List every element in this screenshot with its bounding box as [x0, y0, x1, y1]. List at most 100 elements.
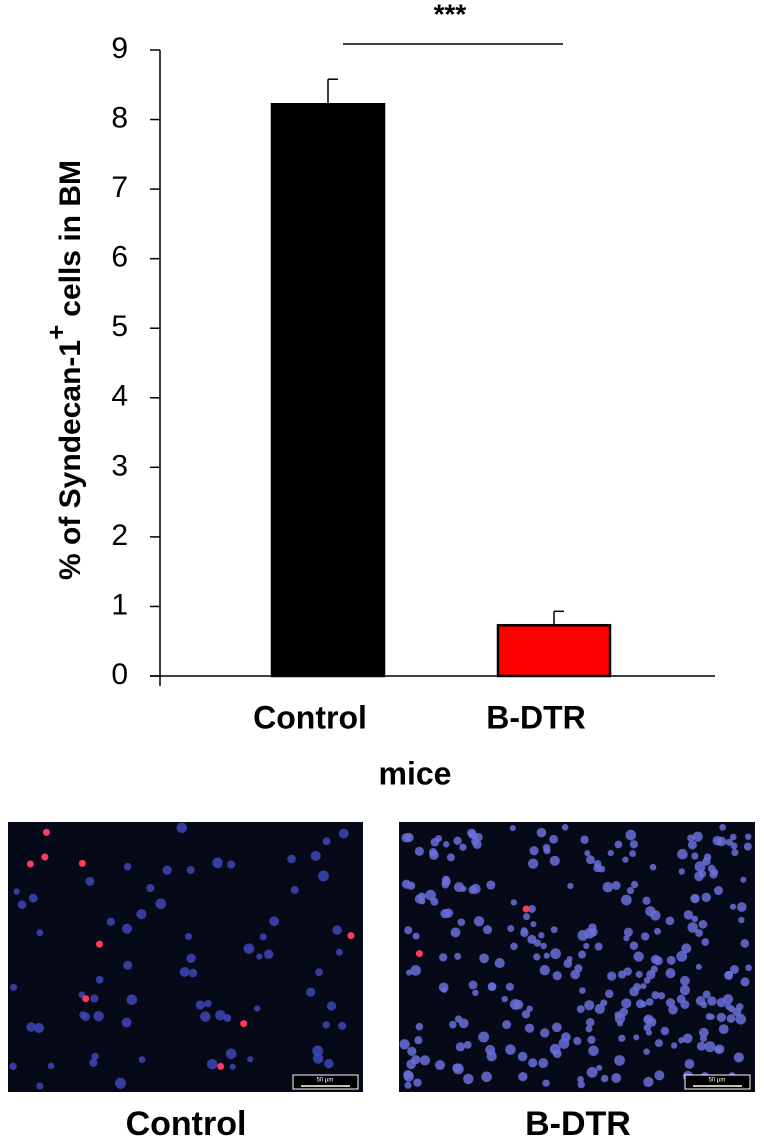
cell: [691, 915, 699, 923]
cell: [646, 970, 656, 980]
cell: [573, 1036, 582, 1046]
cell: [505, 982, 514, 991]
red-cell: [240, 1020, 248, 1028]
cell: [699, 1034, 707, 1043]
y-tick-label: 3: [111, 449, 128, 482]
cell: [188, 968, 198, 978]
cell: [654, 1039, 663, 1048]
red-cell: [78, 859, 86, 867]
cell: [473, 916, 485, 927]
cell: [576, 1005, 585, 1014]
red-cell: [347, 932, 355, 940]
cell: [683, 910, 694, 920]
cell: [9, 983, 18, 991]
cell: [552, 1049, 562, 1059]
cell: [623, 927, 633, 937]
cell: [486, 880, 496, 890]
cell: [478, 1031, 490, 1043]
cell: [533, 953, 541, 961]
cell: [695, 963, 702, 970]
cell: [338, 1021, 347, 1030]
significance-label: ***: [434, 0, 467, 29]
scale-label: 50 µm: [709, 1078, 726, 1084]
cell: [709, 870, 718, 879]
cell: [561, 823, 569, 831]
cell: [407, 1046, 417, 1056]
cell: [611, 881, 621, 890]
cell: [552, 971, 562, 981]
cell: [617, 970, 627, 979]
cell: [584, 927, 595, 939]
cell: [740, 977, 750, 987]
cell: [731, 848, 739, 857]
micrograph: 50 µm: [8, 822, 363, 1092]
cell: [115, 1077, 127, 1089]
cell: [691, 852, 699, 860]
cell: [678, 1037, 685, 1044]
cell: [729, 964, 739, 974]
cell: [438, 982, 449, 993]
cell: [290, 885, 299, 894]
cell: [665, 916, 675, 926]
cell: [494, 957, 505, 969]
cell: [322, 1021, 330, 1029]
cell: [630, 880, 639, 889]
cell: [243, 943, 255, 954]
cell: [486, 1051, 497, 1062]
cell: [701, 938, 710, 946]
cell: [626, 886, 635, 895]
cell: [542, 843, 551, 852]
cell: [138, 1056, 146, 1063]
cell: [185, 933, 193, 941]
cell: [509, 999, 521, 1010]
cell: [229, 1063, 236, 1070]
cell: [643, 1076, 654, 1088]
cell: [36, 929, 44, 937]
cell: [614, 840, 623, 849]
cell: [406, 969, 413, 976]
cell: [457, 918, 466, 927]
cell: [338, 828, 349, 839]
y-tick-label: 7: [111, 171, 128, 204]
cell: [629, 941, 639, 951]
cell: [681, 943, 692, 954]
cell: [310, 850, 321, 861]
cell: [593, 864, 602, 873]
cell: [410, 965, 421, 976]
cell: [657, 992, 666, 1000]
cell: [614, 1055, 625, 1066]
cell: [483, 925, 493, 935]
cell: [123, 960, 133, 970]
cell: [95, 975, 104, 984]
y-tick-label: 6: [111, 241, 128, 274]
cell: [520, 927, 528, 934]
scale-label: 50 µm: [317, 1078, 334, 1084]
cell: [745, 964, 752, 972]
x-axis-label: mice: [379, 755, 452, 791]
cell: [650, 954, 661, 965]
cell: [629, 840, 639, 849]
cell: [684, 1059, 695, 1069]
cell: [425, 889, 436, 901]
y-tick-label: 1: [111, 588, 128, 621]
cell: [550, 948, 561, 960]
cell: [653, 927, 661, 935]
cell: [212, 857, 223, 869]
cell: [439, 953, 448, 962]
cell: [694, 871, 704, 882]
y-axis-label: % of Syndecan-1+ cells in BM: [41, 160, 87, 580]
cell: [90, 994, 99, 1003]
cell: [315, 968, 323, 977]
red-cell: [42, 828, 50, 836]
cell: [708, 1013, 715, 1020]
cell: [580, 835, 589, 844]
cell: [679, 984, 691, 996]
cell: [617, 1020, 624, 1027]
cell: [332, 925, 342, 935]
red-cell: [95, 940, 103, 948]
cell: [600, 1074, 609, 1083]
cell: [625, 829, 637, 841]
cell: [335, 948, 343, 956]
cell: [695, 929, 703, 937]
